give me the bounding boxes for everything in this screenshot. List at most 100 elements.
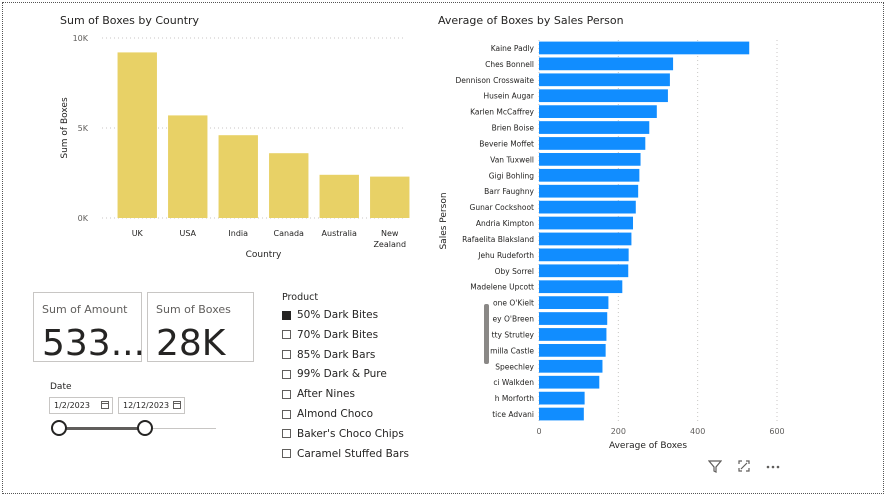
bar: [539, 184, 639, 198]
start-date-value: 1/2/2023: [54, 401, 90, 410]
product-slicer-item-label: Almond Choco: [297, 408, 374, 420]
bar: [539, 296, 609, 309]
x-tick-label: 400: [690, 427, 705, 436]
y-tick-label: milla Castle: [490, 346, 534, 355]
product-slicer-title: Product: [282, 292, 319, 303]
bar: [539, 248, 629, 262]
checkbox[interactable]: [282, 369, 291, 379]
sum-boxes-card[interactable]: Sum of Boxes 28K: [147, 292, 254, 364]
y-tick-label: ey O'Breen: [493, 315, 535, 324]
card-label: Sum of Amount: [42, 303, 128, 316]
bar: [539, 391, 585, 405]
scrollbar[interactable]: [484, 304, 489, 364]
y-tick-label: Karlen McCaffrey: [470, 108, 534, 117]
product-slicer-item[interactable]: 99% Dark & Pure: [282, 367, 387, 381]
y-tick-label: Kaine Padly: [491, 44, 535, 53]
y-tick-label: ci Walkden: [493, 378, 534, 387]
filter-icon[interactable]: [707, 459, 723, 477]
x-tick-label: 200: [611, 427, 626, 436]
x-axis-title: Country: [246, 250, 282, 260]
y-tick-label: Gigi Bohling: [489, 171, 535, 180]
checkbox[interactable]: [282, 350, 291, 360]
checkbox[interactable]: [282, 310, 291, 320]
x-tick-label: Canada: [274, 229, 305, 238]
y-tick-label: 10K: [73, 34, 89, 43]
product-slicer-item[interactable]: 50% Dark Bites: [282, 308, 378, 322]
y-tick-label: Brien Boise: [492, 124, 535, 133]
date-slider-start-handle[interactable]: [51, 420, 67, 436]
x-tick-label: Australia: [322, 229, 357, 238]
bar: [117, 52, 157, 219]
country-chart-title: Sum of Boxes by Country: [60, 14, 200, 27]
product-slicer-item[interactable]: After Nines: [282, 387, 355, 401]
y-tick-label: Madelene Upcott: [470, 283, 534, 292]
card-value: 533....: [42, 323, 157, 364]
bar: [539, 57, 674, 71]
date-slicer-title: Date: [50, 382, 72, 392]
bar: [319, 174, 359, 218]
x-tick-label: 0: [536, 427, 541, 436]
card-value: 28K: [156, 323, 226, 364]
bar: [539, 328, 607, 341]
product-slicer-item-label: Caramel Stuffed Bars: [297, 447, 410, 460]
sum-amount-card[interactable]: Sum of Amount 533....: [33, 292, 157, 364]
end-date-value: 12/12/2023: [123, 401, 170, 410]
y-tick-label: Gunar Cockshoot: [470, 203, 535, 212]
bar: [539, 375, 600, 389]
bar: [539, 137, 646, 150]
country-chart[interactable]: 0K 5K 10K UK USA India Canada Australia New Zeala…: [40, 30, 420, 260]
checkbox[interactable]: [282, 389, 291, 399]
product-slicer-item-label: 50% Dark Bites: [297, 309, 379, 321]
product-slicer-item[interactable]: 70% Dark Bites: [282, 328, 378, 342]
more-options-icon[interactable]: [765, 459, 781, 477]
bar: [269, 153, 309, 218]
y-tick-label: Beverie Moffet: [479, 139, 534, 148]
y-tick-label: Jehu Rudeforth: [477, 251, 534, 260]
product-slicer-item[interactable]: Baker's Choco Chips: [282, 427, 404, 441]
y-tick-label: h Morforth: [495, 394, 535, 403]
checkbox[interactable]: [282, 449, 291, 459]
bar: [539, 105, 657, 118]
y-tick-label: Ches Bonnell: [485, 60, 534, 69]
x-tick-label: USA: [179, 229, 196, 238]
bar: [539, 41, 750, 55]
product-slicer-item-label: After Nines: [297, 388, 355, 401]
product-slicer-item-label: 85% Dark Bars: [297, 348, 376, 361]
product-slicer-item[interactable]: Almond Choco: [282, 407, 373, 421]
y-tick-label: Rafaelita Blaksland: [462, 235, 534, 244]
product-slicer-item[interactable]: 85% Dark Bars: [282, 348, 375, 362]
calendar-icon[interactable]: [101, 401, 109, 409]
product-slicer-item[interactable]: Caramel Stuffed Bars: [282, 447, 409, 461]
bar: [539, 153, 641, 166]
x-tick-label: 600: [769, 427, 784, 436]
x-tick-label: New: [381, 229, 399, 238]
calendar-icon[interactable]: [173, 401, 181, 409]
y-tick-label: tty Strutley: [492, 330, 535, 339]
bar: [539, 280, 623, 294]
checkbox[interactable]: [282, 429, 291, 439]
y-tick-label: Barr Faughny: [484, 187, 534, 196]
y-tick-label: Van Tuxwell: [490, 155, 534, 164]
sales-chart[interactable]: 0 200 400 600 Kaine Padly Ches Bonnell Denniso…: [432, 30, 787, 455]
checkbox[interactable]: [282, 409, 291, 419]
y-tick-label: Andria Kimpton: [476, 219, 534, 228]
checkbox[interactable]: [282, 330, 291, 340]
y-tick-label: one O'Kielt: [493, 299, 534, 308]
sales-chart-title: Average of Boxes by Sales Person: [438, 14, 624, 27]
date-slider-end-handle[interactable]: [137, 420, 153, 436]
focus-mode-icon[interactable]: [737, 459, 751, 477]
x-tick-label: Zealand: [373, 240, 406, 249]
x-axis-title: Average of Boxes: [609, 441, 687, 451]
product-slicer-item-label: Baker's Choco Chips: [297, 427, 404, 440]
bar: [539, 359, 603, 373]
y-axis-title: Sales Person: [439, 192, 449, 249]
x-tick-label: UK: [132, 229, 144, 238]
end-date-input[interactable]: 12/12/2023: [118, 397, 185, 414]
bar: [539, 73, 670, 87]
report-canvas: [2, 2, 884, 494]
y-tick-label: tice Advani: [492, 410, 534, 419]
bar: [539, 168, 640, 182]
bar: [539, 344, 606, 357]
date-slider-range: [60, 427, 145, 430]
start-date-input[interactable]: 1/2/2023: [49, 397, 113, 414]
